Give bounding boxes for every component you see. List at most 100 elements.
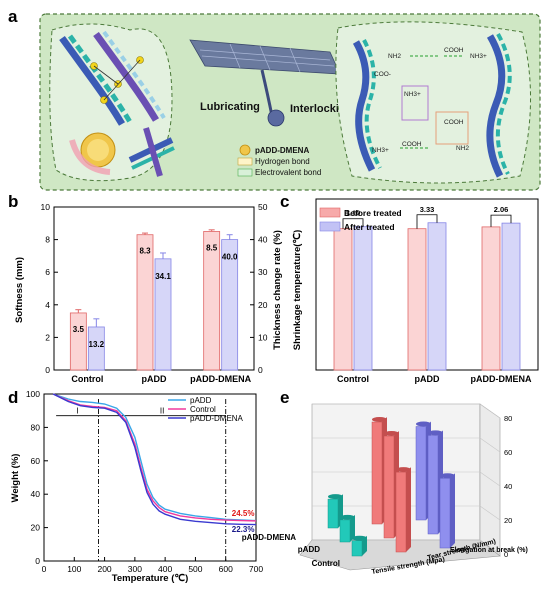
legend-electrovalent-bond: Electrovalent bond [255, 168, 321, 177]
panel-b-ytick-label: 6 [45, 267, 50, 277]
panel-label-c: c [280, 192, 289, 211]
panel-e-bar-top [328, 494, 343, 500]
panel-e-bar-side [406, 467, 411, 552]
panel-d-ytick-label: 0 [35, 556, 40, 566]
panel-e-bar-top [440, 473, 455, 479]
panel-d-xtick-label: 400 [158, 564, 172, 574]
panel-b-ytick-label: 8 [45, 235, 50, 245]
panel-e-gridline [479, 471, 501, 487]
panel-a: a [8, 7, 541, 191]
collagen-triple-helix-bottom [128, 127, 175, 177]
panel-label-b: b [8, 192, 18, 211]
panel-d-annotation: 24.5% [232, 509, 255, 518]
panel-b-data-label: 40.0 [222, 253, 238, 262]
fibre-mesh [189, 39, 341, 127]
panel-d-annotation: 22.3% [232, 525, 255, 534]
panel-d-xtick-label: 0 [42, 564, 47, 574]
panel-e-bar-top [416, 421, 431, 427]
panel-c-ylabel: Shrinkage temperature(℃) [292, 230, 303, 350]
panel-e-bar-top [396, 467, 411, 473]
panel-c-category-label: pADD [415, 374, 440, 384]
panel-e-metric-elongation: Elongation at break (%) [450, 547, 528, 554]
panel-c-bar-before [481, 226, 501, 371]
panel-e-gridline [479, 437, 501, 453]
panel-c-bar-after [427, 222, 447, 371]
legend-after-swatch [319, 221, 341, 232]
panel-c: c Control 1.10 pADD 3.33 pADD-DMENA 2.06 Shri… [280, 192, 539, 384]
legend-hydrogen-icon [237, 157, 253, 166]
panel-c-difference-label: 2.06 [494, 205, 509, 214]
panel-e-ztick-label: 20 [504, 516, 512, 525]
panel-b-y2tick-label: 50 [258, 202, 268, 212]
panel-c-category-label: Control [337, 374, 369, 384]
chem-label-7: COOH [402, 141, 422, 148]
panel-d-region-label: I [76, 407, 78, 416]
chem-label-5: NH3+ [404, 91, 421, 98]
panel-d-lines: 24.5% 22.3% [52, 393, 257, 534]
panel-b-y2label: Thickness change rate (%) [272, 230, 283, 350]
legend-after: After treated [344, 222, 395, 232]
panel-e-bar-top [372, 417, 387, 422]
panel-e-bar [371, 421, 383, 525]
panel-e-bar [339, 519, 351, 543]
panel-b-frame [53, 206, 255, 371]
panel-d-xtick-label: 200 [97, 564, 111, 574]
panel-c-bars: Control 1.10 pADD 3.33 pADD-DMENA 2.06 [333, 205, 532, 384]
panel-e-ztick-label: 60 [504, 448, 512, 457]
panel-c-difference-label: 3.33 [420, 205, 435, 214]
panel-d-xtick-label: 300 [128, 564, 142, 574]
panel-d-ylabel: Weight (%) [10, 454, 21, 503]
panel-e-bar-side [338, 494, 343, 528]
panel-e-ztick-label: 80 [504, 414, 512, 423]
bond-box-2 [435, 111, 469, 145]
panel-e-ztick-label: 0 [504, 550, 508, 559]
panel-b-data-label: 3.5 [73, 325, 85, 334]
panel-d-ytick-label: 20 [31, 523, 41, 533]
collagen-helix-right-1 [352, 39, 382, 172]
panel-d-xtick-label: 700 [249, 564, 263, 574]
panel-b-ylabel: Softness (mm) [14, 257, 25, 323]
panel-c-bracket [490, 214, 512, 227]
panel-label-a: a [8, 7, 18, 26]
panel-e-bar [351, 540, 363, 557]
panel-c-bar-before [333, 228, 353, 371]
panel-e-ztick-label: 40 [504, 482, 512, 491]
panel-e-bar [327, 498, 339, 529]
panel-d-ytick-label: 100 [26, 389, 40, 399]
collagen-triple-helix-left [59, 30, 166, 126]
panel-b-bars: 3.5 13.2 8.3 34.1 8.5 40.0 [69, 229, 239, 371]
panel-e-bar [383, 435, 395, 539]
legend-control: Control [190, 405, 216, 414]
label-interlocking: Interlocking [290, 103, 352, 115]
panel-d-ytick-label: 60 [31, 456, 41, 466]
panel-b-y2tick-label: 30 [258, 267, 268, 277]
panel-b-data-label: 13.2 [89, 340, 105, 349]
panel-b-category-label: pADD-DMENA [190, 374, 251, 384]
panel-b-y2tick-label: 0 [258, 365, 263, 375]
panel-d-xlabel: Temperature (℃) [112, 573, 188, 584]
legend-pADD-DMENA: pADD-DMENA [255, 146, 309, 155]
panel-e-side-wall [479, 403, 501, 557]
panel-e-bar [427, 435, 439, 535]
panel-e-bar-side [362, 535, 367, 556]
chem-label-9: NH2 [456, 145, 469, 152]
panel-d-region-label: II [160, 407, 164, 416]
chem-label-6: COOH [444, 119, 464, 126]
panel-e-bar-top [428, 430, 443, 436]
right-inset [335, 21, 532, 184]
legend-hydrogen-bond: Hydrogen bond [255, 157, 310, 166]
panel-e-bar-top [352, 535, 367, 541]
chem-label-8: NH3+ [372, 147, 389, 154]
dmena-sphere [69, 132, 116, 175]
panel-e-gridline [479, 505, 501, 521]
panel-d-series-line [52, 393, 257, 522]
panel-b-y2tick-label: 40 [258, 235, 268, 245]
panel-e-gridline [479, 539, 501, 555]
panel-e-bar-side [450, 473, 455, 548]
panel-b-data-label: 34.1 [155, 272, 171, 281]
panel-c-category-label: pADD-DMENA [471, 374, 532, 384]
panel-e-gridline [479, 403, 501, 419]
legend-pADD-DMENA-line: pADD-DMENA [190, 414, 244, 423]
